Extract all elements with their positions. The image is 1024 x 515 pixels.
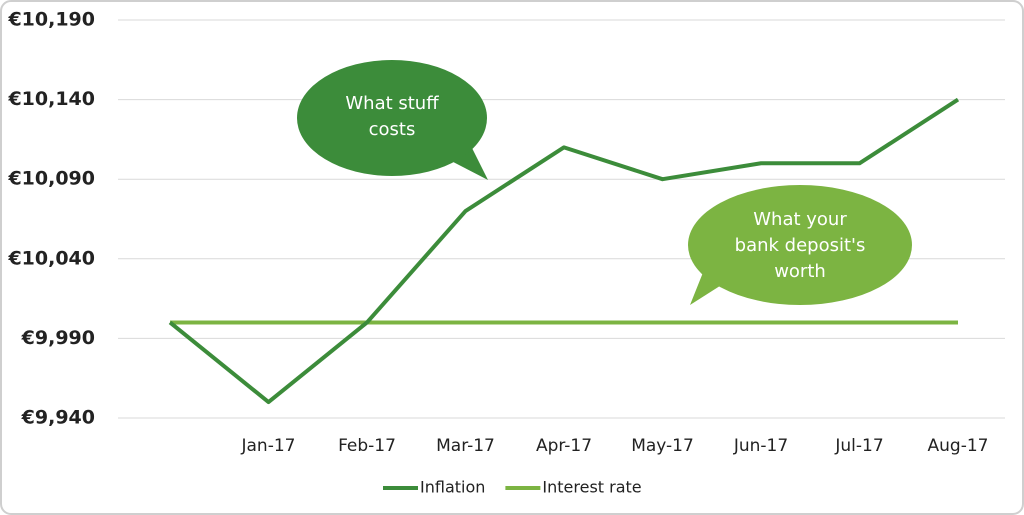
annotation-text: bank deposit's	[735, 235, 866, 256]
x-tick-label: Apr-17	[536, 436, 592, 456]
series-line	[168, 97, 960, 405]
legend-label: Inflation	[420, 478, 485, 497]
annotation-text: costs	[369, 119, 416, 140]
y-tick-label: €9,940	[21, 407, 95, 429]
y-tick-label: €10,040	[7, 247, 95, 269]
y-tick-label: €10,090	[7, 168, 95, 190]
y-tick-label: €10,190	[7, 9, 95, 31]
x-tick-label: May-17	[631, 436, 694, 456]
x-tick-label: Feb-17	[338, 436, 396, 456]
legend-label: Interest rate	[542, 478, 641, 497]
annotation-text: What your	[753, 209, 847, 230]
x-tick-label: Jan-17	[241, 436, 296, 456]
x-tick-label: Jun-17	[733, 436, 788, 456]
y-tick-label: €10,140	[7, 88, 95, 110]
bubble	[297, 60, 487, 176]
x-tick-label: Aug-17	[928, 436, 989, 456]
bubble	[688, 185, 912, 305]
x-tick-label: Jul-17	[834, 436, 883, 456]
annotation-text: What stuff	[345, 93, 439, 114]
annotation-text: worth	[774, 261, 826, 282]
y-tick-label: €9,990	[21, 327, 95, 349]
x-tick-label: Mar-17	[436, 436, 495, 456]
